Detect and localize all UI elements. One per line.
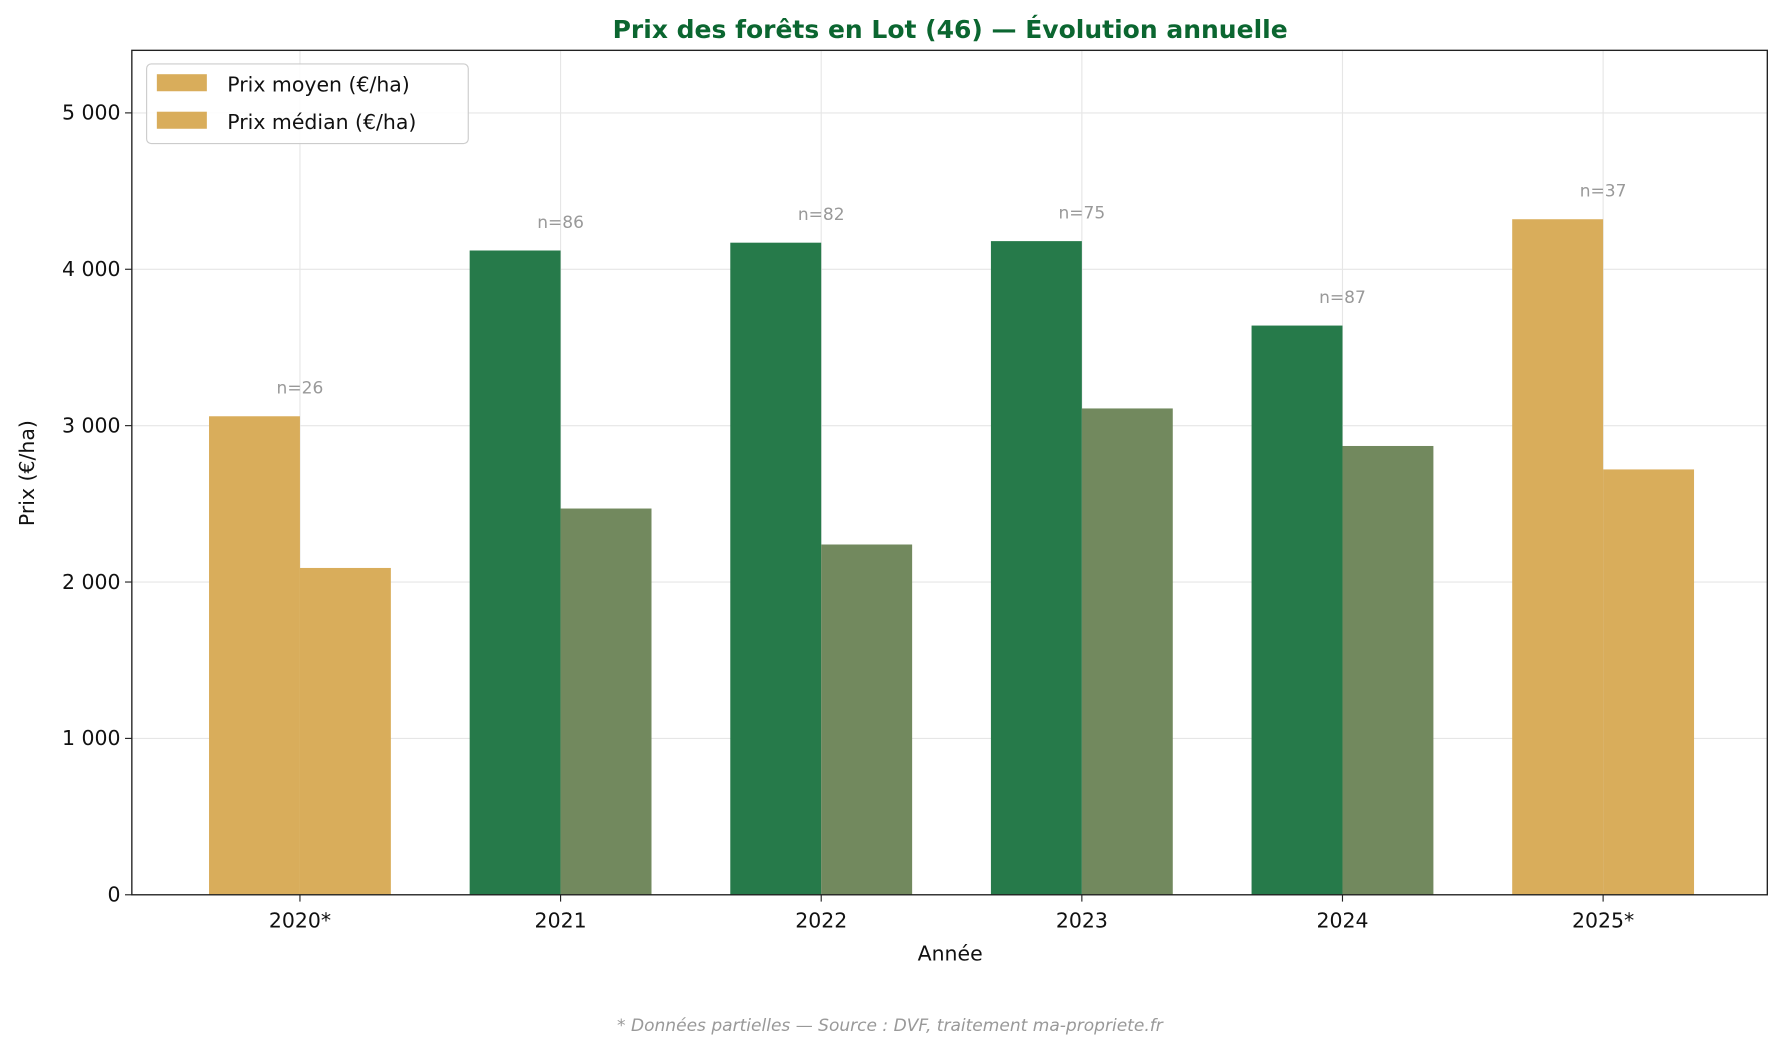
x-tick-label: 2023 bbox=[1056, 909, 1108, 933]
x-tick-label: 2022 bbox=[795, 909, 847, 933]
bar-mean-2021 bbox=[469, 250, 561, 895]
x-tick-label: 2025* bbox=[1572, 909, 1634, 933]
bar-median-2021 bbox=[560, 508, 652, 895]
x-axis-label: Année bbox=[918, 942, 983, 966]
bar-median-2020* bbox=[299, 567, 391, 895]
sample-size-label: n=82 bbox=[798, 205, 845, 225]
bar-mean-2022 bbox=[730, 242, 822, 895]
bar-mean-2020* bbox=[209, 416, 300, 895]
legend: Prix moyen (€/ha) Prix médian (€/ha) bbox=[146, 63, 469, 145]
bar-mean-2024 bbox=[1251, 325, 1343, 895]
bar-median-2025* bbox=[1603, 469, 1695, 895]
y-tick-label: 3 000 bbox=[62, 413, 121, 437]
x-tick-label: 2020* bbox=[269, 909, 331, 933]
y-tick-label: 1 000 bbox=[62, 726, 121, 750]
y-axis-label: Prix (€/ha) bbox=[15, 420, 39, 526]
x-tick-label: 2021 bbox=[535, 909, 587, 933]
chart-title: Prix des forêts en Lot (46) — Évolution … bbox=[613, 15, 1288, 44]
y-tick-label: 2 000 bbox=[62, 570, 121, 594]
y-tick-label: 5 000 bbox=[62, 101, 121, 125]
y-tick-label: 0 bbox=[107, 883, 120, 907]
y-tick-label: 4 000 bbox=[62, 257, 121, 281]
sample-size-label: n=87 bbox=[1319, 288, 1366, 308]
sample-size-label: n=86 bbox=[537, 213, 584, 233]
footnote: * Données partielles — Source : DVF, tra… bbox=[617, 1016, 1164, 1036]
bar-median-2024 bbox=[1342, 445, 1434, 895]
x-tick-label: 2024 bbox=[1316, 909, 1368, 933]
legend-swatch-mean bbox=[156, 74, 207, 92]
bar-median-2023 bbox=[1081, 408, 1173, 895]
sample-size-label: n=75 bbox=[1058, 203, 1105, 223]
bar-median-2022 bbox=[821, 544, 913, 895]
sample-size-label: n=37 bbox=[1580, 181, 1627, 201]
plot-area-frame bbox=[131, 49, 1768, 896]
legend-label-median: Prix médian (€/ha) bbox=[227, 110, 416, 134]
bar-mean-2025* bbox=[1512, 219, 1604, 895]
bar-mean-2023 bbox=[990, 241, 1082, 895]
legend-label-mean: Prix moyen (€/ha) bbox=[227, 72, 409, 96]
sample-size-label: n=26 bbox=[277, 379, 324, 399]
legend-swatch-median bbox=[156, 111, 207, 129]
